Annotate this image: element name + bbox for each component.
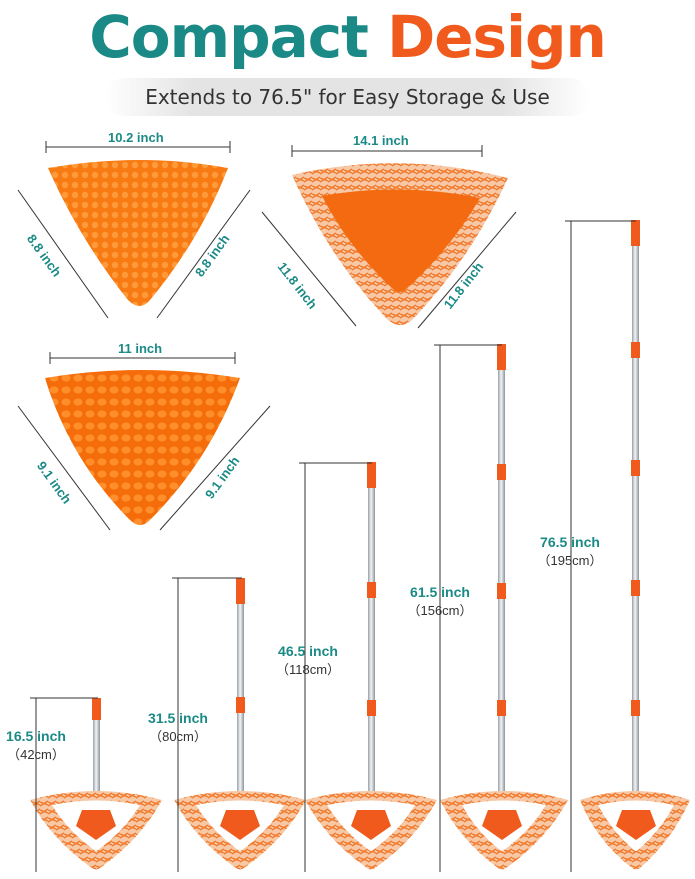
mop4-inch: 61.5 inch [410, 584, 470, 600]
mop-31-5-inch [174, 578, 306, 870]
title-word-design: Design [387, 3, 607, 71]
chenille-pad-medium [45, 370, 240, 525]
page-title: Compact Design [0, 2, 695, 72]
microfiber-pad-large [292, 163, 508, 325]
mop5-length-label: 76.5 inch （195cm） [530, 534, 610, 569]
mop5-cm: （195cm） [537, 553, 603, 568]
mop1-inch: 16.5 inch [6, 728, 66, 744]
mop2-cm: （80cm） [149, 729, 207, 744]
pad1-top-label: 10.2 inch [108, 130, 164, 145]
mop5-inch: 76.5 inch [540, 534, 600, 550]
mop-61-5-inch [440, 344, 568, 870]
mop-76-5-inch [580, 220, 690, 870]
mop4-length-label: 61.5 inch （156cm） [400, 584, 480, 619]
subtitle-banner [105, 78, 590, 116]
pad2-dimension-lines [261, 145, 517, 329]
mop3-length-label: 46.5 inch （118cm） [268, 643, 348, 678]
title-word-compact: Compact [89, 3, 369, 71]
subtitle: Extends to 76.5" for Easy Storage & Use [145, 85, 550, 109]
mop1-cm: （42cm） [7, 747, 65, 762]
mop5-height-line [565, 220, 636, 872]
mop3-height-line [299, 462, 372, 872]
pad1-dimension-lines [17, 141, 251, 319]
mop1-height-line [30, 697, 98, 872]
mop3-cm: （118cm） [275, 662, 341, 677]
mop3-inch: 46.5 inch [278, 643, 338, 659]
chenille-pad-small [48, 160, 228, 306]
mop4-height-line [434, 344, 502, 872]
mop-16-5-inch [30, 698, 162, 870]
pad2-top-label: 14.1 inch [353, 133, 409, 148]
mop4-cm: （156cm） [407, 603, 473, 618]
mop2-height-line [172, 577, 242, 872]
pad3-dimension-lines [17, 352, 271, 531]
mop2-length-label: 31.5 inch （80cm） [140, 710, 216, 745]
pad3-top-label: 11 inch [118, 341, 163, 356]
mop2-inch: 31.5 inch [148, 710, 208, 726]
mop-46-5-inch [305, 462, 437, 870]
mop1-length-label: 16.5 inch （42cm） [0, 728, 72, 763]
